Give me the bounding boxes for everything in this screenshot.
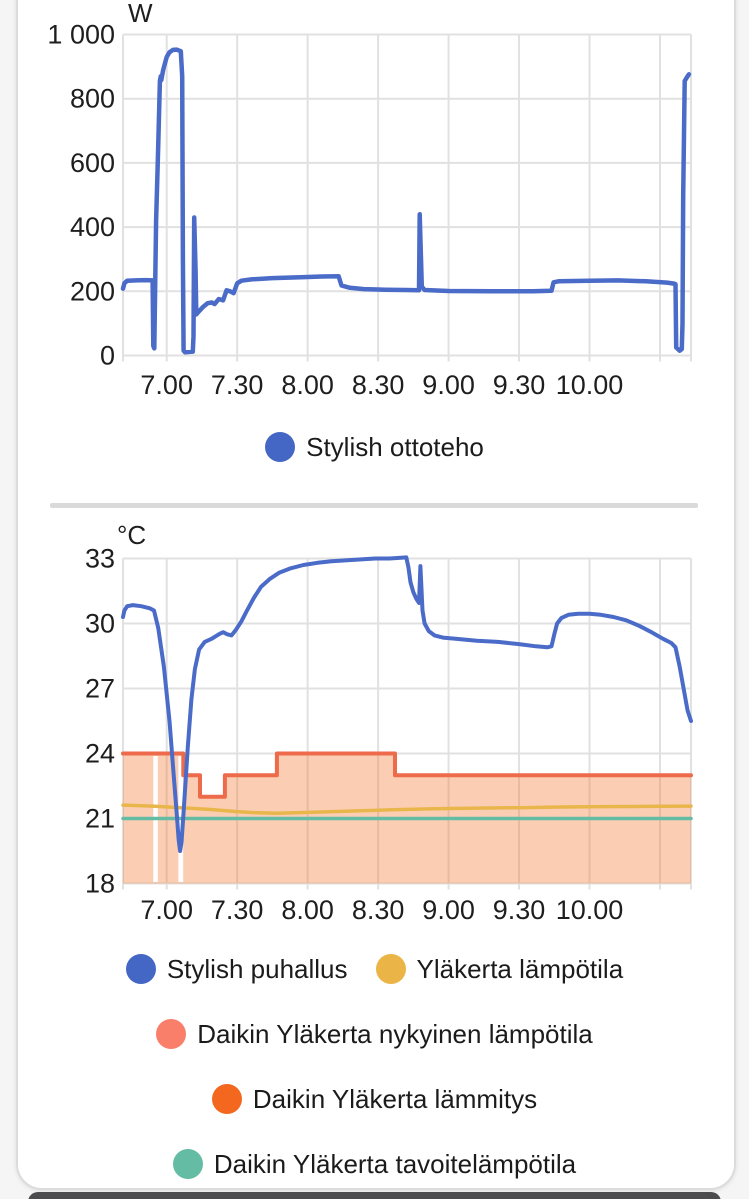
legend-item-yl-kerta-l-mp-tila[interactable]: Yläkerta lämpötila xyxy=(375,953,624,985)
y-tick-label: 18 xyxy=(85,869,115,899)
legend-label: Daikin Yläkerta tavoitelämpötila xyxy=(213,1148,577,1179)
temperature-chart-legend: Stylish puhallus Yläkerta lämpötila Daikin… xyxy=(17,952,732,1199)
legend-dot-icon xyxy=(211,1084,242,1114)
x-tick-label: 8.00 xyxy=(281,370,334,400)
legend-item-stylish-puhallus[interactable]: Stylish puhallus xyxy=(125,953,348,985)
legend-item-daikin-yl-kerta-tavoitel-mp-tila[interactable]: Daikin Yläkerta tavoitelämpötila xyxy=(172,1148,577,1180)
legend-label: Stylish ottoteho xyxy=(306,431,484,462)
x-tick-label: 8.30 xyxy=(352,370,405,400)
legend-item-stylish-ottoteho[interactable]: Stylish ottoteho xyxy=(265,432,484,463)
axis-unit-label: °C xyxy=(117,520,146,550)
y-tick-label: 27 xyxy=(85,674,115,704)
x-tick-label: 9.30 xyxy=(493,370,546,400)
x-tick-label: 7.30 xyxy=(211,370,264,400)
y-tick-label: 1 000 xyxy=(47,20,115,50)
y-tick-label: 21 xyxy=(85,804,115,834)
chart-divider xyxy=(50,503,698,508)
legend-item-daikin-yl-kerta-nykyinen-l-mp-tila[interactable]: Daikin Yläkerta nykyinen lämpötila xyxy=(156,1019,593,1050)
series-line xyxy=(121,555,693,853)
legend-dot-icon xyxy=(125,954,156,984)
series-line xyxy=(121,803,693,816)
power-chart[interactable]: 0 200 400 600 800 1 000 7.00 7.30 8.00 8.30 9.00 9.… xyxy=(0,0,749,420)
legend-label: Stylish puhallus xyxy=(166,953,348,984)
legend-label: Daikin Yläkerta nykyinen lämpötila xyxy=(197,1018,593,1049)
x-tick-label: 9.30 xyxy=(493,895,546,925)
x-tick-label: 7.00 xyxy=(140,370,193,400)
x-tick-label: 7.30 xyxy=(211,895,264,925)
y-tick-label: 800 xyxy=(70,84,115,114)
x-tick-label: 7.00 xyxy=(140,895,193,925)
axis-unit-label: W xyxy=(128,0,153,28)
legend-row: Stylish puhallus Yläkerta lämpötila xyxy=(125,952,624,986)
x-tick-label: 9.00 xyxy=(422,370,475,400)
legend-dot-icon xyxy=(156,1019,187,1049)
x-tick-label: 8.30 xyxy=(352,895,405,925)
chart-card xyxy=(16,0,736,1190)
y-tick-label: 0 xyxy=(100,341,115,371)
temperature-chart[interactable]: 18 21 24 27 30 33 7.00 7.30 8.00 8.30 9.00 9.30 10.0… xyxy=(0,500,749,945)
x-tick-label: 10.00 xyxy=(556,895,624,925)
legend-item-daikin-yl-kerta-l-mmitys[interactable]: Daikin Yläkerta lämmitys xyxy=(211,1083,538,1115)
bottom-sheet-edge xyxy=(28,1192,721,1199)
series-line xyxy=(121,751,693,799)
x-tick-label: 9.00 xyxy=(422,895,475,925)
y-tick-label: 33 xyxy=(85,544,115,574)
legend-row: Daikin Yläkerta tavoitelämpötila xyxy=(172,1147,577,1181)
legend-label: Daikin Yläkerta lämmitys xyxy=(252,1083,538,1114)
y-tick-label: 400 xyxy=(70,212,115,242)
y-tick-label: 200 xyxy=(70,276,115,306)
legend-dot-icon xyxy=(265,432,296,462)
legend-row: Daikin Yläkerta lämmitys xyxy=(211,1082,538,1116)
legend-label: Yläkerta lämpötila xyxy=(416,953,624,984)
y-tick-label: 24 xyxy=(85,739,115,769)
legend-row: Stylish ottoteho xyxy=(265,430,484,464)
legend-dot-icon xyxy=(375,954,406,984)
y-tick-label: 600 xyxy=(70,148,115,178)
x-tick-label: 10.00 xyxy=(556,370,624,400)
x-tick-label: 8.00 xyxy=(281,895,334,925)
y-tick-label: 30 xyxy=(85,609,115,639)
series-line xyxy=(120,47,692,355)
legend-row: Daikin Yläkerta nykyinen lämpötila xyxy=(156,1017,593,1051)
power-chart-legend: Stylish ottoteho xyxy=(17,430,732,464)
legend-dot-icon xyxy=(172,1149,203,1179)
